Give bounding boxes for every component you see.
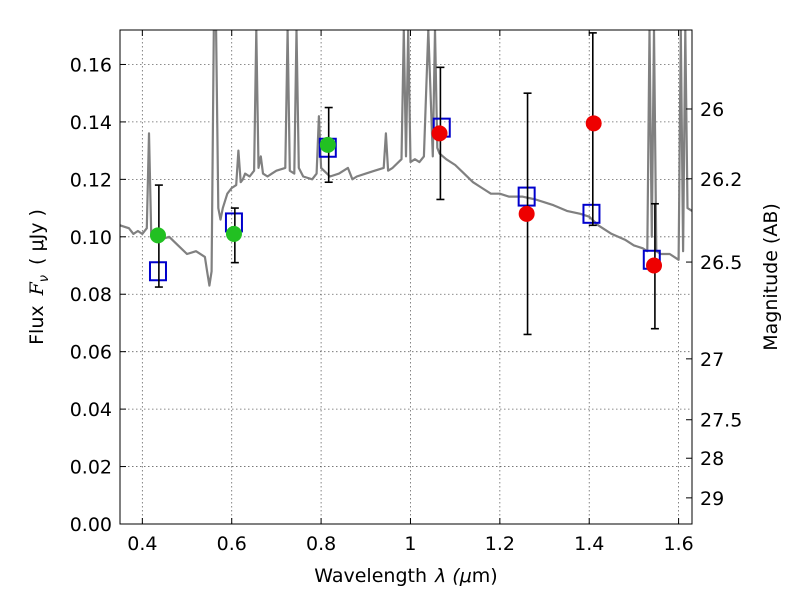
observed-green-point <box>149 227 166 244</box>
x-axis-label: Wavelength λ (μm) <box>314 565 497 587</box>
y-tick-label: 0.10 <box>70 227 112 249</box>
y-tick-label: 0.12 <box>70 169 112 191</box>
x-tick-label: 1 <box>404 533 416 555</box>
y2-tick-label: 27.5 <box>700 410 742 432</box>
y2-tick-label: 29 <box>700 488 724 510</box>
y-tick-label: 0.00 <box>70 514 112 536</box>
y-tick-label: 0.06 <box>70 342 112 364</box>
y2-tick-label: 26.5 <box>700 252 742 274</box>
y-tick-label: 0.04 <box>70 399 112 421</box>
x-tick-label: 0.4 <box>127 533 157 555</box>
observed-red-point <box>431 125 448 142</box>
model-square-point <box>582 203 601 224</box>
y-tick-label: 0.14 <box>70 112 112 134</box>
observed-red-point <box>518 205 535 222</box>
observed-green-point <box>319 136 336 153</box>
observed-red-point <box>646 257 663 274</box>
sed-model-line <box>120 30 692 287</box>
y2-tick-label: 26.2 <box>700 169 742 191</box>
observed-red-point <box>585 115 602 132</box>
y-tick-label: 0.08 <box>70 284 112 306</box>
y-tick-label: 0.16 <box>70 54 112 76</box>
x-tick-label: 0.6 <box>217 533 247 555</box>
x-tick-label: 1.6 <box>663 533 693 555</box>
model-square-point <box>517 186 536 207</box>
y-tick-label: 0.02 <box>70 457 112 479</box>
y2-tick-label: 28 <box>700 448 724 470</box>
x-tick-label: 1.4 <box>574 533 604 555</box>
x-tick-label: 1.2 <box>485 533 515 555</box>
error-bars-unclipped <box>149 32 663 336</box>
y2-tick-label: 27 <box>700 349 724 371</box>
y-axis-label: FluxFν( μJy ) <box>26 209 52 345</box>
plot-frame <box>119 29 693 525</box>
y2-axis-label: Magnitude (AB) <box>760 203 782 351</box>
observed-green-point <box>225 225 242 242</box>
x-tick-label: 0.8 <box>306 533 336 555</box>
y2-tick-label: 26 <box>700 99 724 121</box>
axis-ticks: 0.4 0.6 0.8 1 1.2 1.4 1.6 0.00 0.02 0.04 0.06 0.08 0… <box>70 30 742 555</box>
model-square-point <box>148 261 167 282</box>
